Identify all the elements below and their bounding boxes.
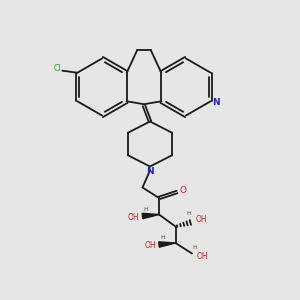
Text: OH: OH: [144, 242, 156, 250]
Text: N: N: [146, 167, 154, 176]
Text: OH: OH: [197, 252, 208, 261]
Text: H: H: [187, 211, 191, 216]
Text: OH: OH: [195, 215, 207, 224]
Text: H: H: [144, 207, 148, 212]
Polygon shape: [142, 213, 159, 219]
Text: Cl: Cl: [53, 64, 61, 73]
Text: N: N: [212, 98, 220, 107]
Text: H: H: [193, 245, 197, 250]
Text: OH: OH: [128, 213, 139, 222]
Text: H: H: [160, 236, 165, 240]
Polygon shape: [159, 242, 176, 247]
Text: O: O: [179, 186, 187, 195]
